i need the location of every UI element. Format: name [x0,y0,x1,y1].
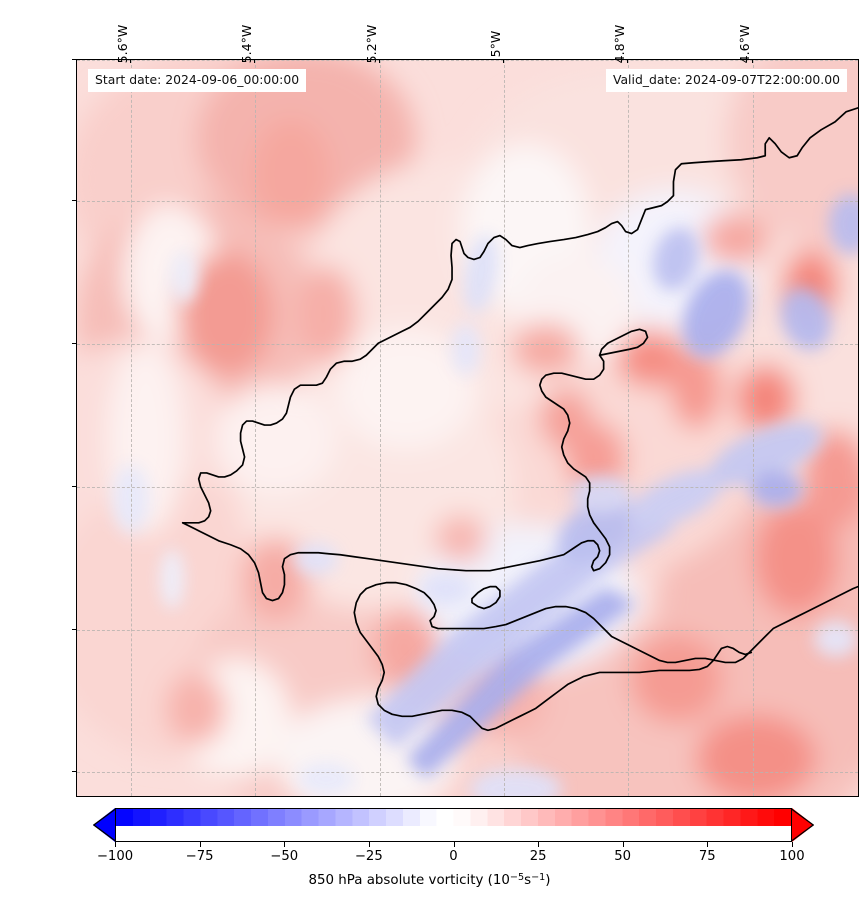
colorbar-title-main: 850 hPa absolute vorticity (10 [308,873,510,889]
colorbar-cap-outline-min [93,808,116,842]
colorbar-tick--75 [199,842,201,847]
colorbar-tick-0 [453,842,455,847]
x-tick-4.6 [752,59,753,63]
y-tick-52.05 [72,200,76,201]
y-tick-52.2 [72,59,76,60]
x-tick-5.4 [254,59,255,63]
y-tick-51.6 [72,629,76,630]
x-tick-label-4.8: 4.8°W [612,24,627,64]
colorbar-body[interactable] [115,808,792,842]
colorbar-title-tail: ) [545,873,551,889]
x-tick-label-5.2: 5.2°W [364,24,379,64]
y-tick-51.75 [72,486,76,487]
x-tick-label-5.6: 5.6°W [115,24,130,64]
vorticity-field [77,60,858,796]
y-tick-51.9 [72,343,76,344]
valid-date-annotation: Valid_date: 2024-09-07T22:00:00.00 [605,69,847,93]
colorbar-label-75: 75 [698,849,716,864]
x-tick-4.8 [627,59,628,63]
colorbar-label--25: −25 [354,849,383,864]
vorticity-contourf [77,60,858,796]
map-axes[interactable]: Start date: 2024-09-06_00:00:00 Valid_da… [76,59,859,797]
colorbar-title-mid: s [524,873,532,889]
x-tick-5.0 [503,59,504,63]
colorbar-title: 850 hPa absolute vorticity (10−5s−1) [0,872,859,888]
colorbar-label--75: −75 [185,849,214,864]
colorbar-extend-min-cap [93,808,115,842]
colorbar-label-50: 50 [614,849,632,864]
y-tick-51.45 [72,771,76,772]
colorbar-label-25: 25 [529,849,547,864]
colorbar-tick-25 [538,842,540,847]
colorbar-tick-75 [707,842,709,847]
start-date-annotation: Start date: 2024-09-06_00:00:00 [88,69,307,93]
colorbar-label-100: 100 [779,849,805,864]
colorbar-tick--50 [284,842,286,847]
x-tick-label-5.0: 5°W [488,30,503,58]
colorbar-title-exp1: −5 [509,872,525,883]
colorbar[interactable]: −100 −75 −50 −25 0 25 50 75 100 [93,808,814,864]
colorbar-tick-50 [622,842,624,847]
colorbar-label--100: −100 [96,849,134,864]
colorbar-cap-outline-max [791,808,814,842]
colorbar-label-0: 0 [449,849,458,864]
colorbar-tick--25 [368,842,370,847]
x-tick-5.6 [130,59,131,63]
colorbar-gradient [116,809,791,826]
x-tick-5.2 [379,59,380,63]
colorbar-label--50: −50 [270,849,299,864]
colorbar-extend-max-cap [792,808,814,842]
coastline [181,107,858,732]
colorbar-title-exp2: −1 [531,872,546,883]
x-tick-label-5.4: 5.4°W [239,24,254,64]
colorbar-tick-100 [792,842,793,847]
colorbar-tick--100 [115,842,116,847]
x-tick-label-4.6: 4.6°W [737,24,752,64]
